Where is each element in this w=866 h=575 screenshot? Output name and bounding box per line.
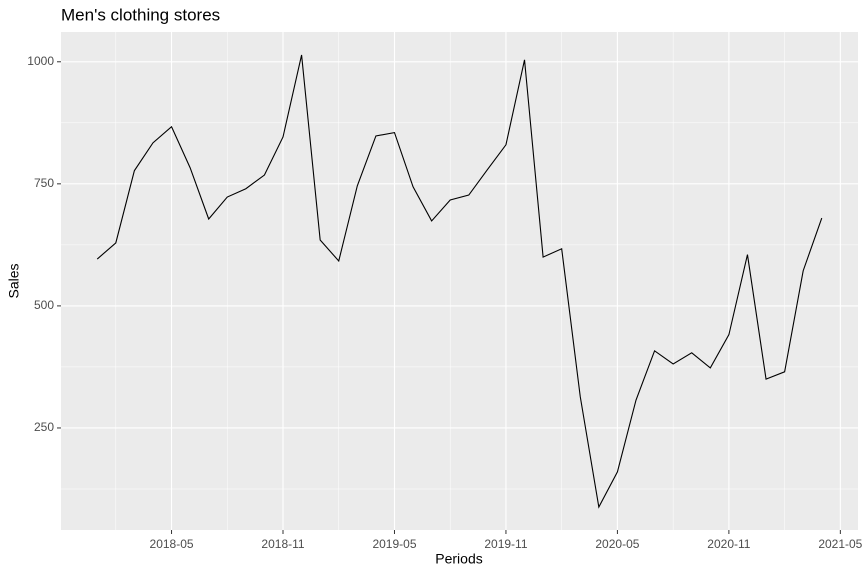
x-tick-label: 2019-05	[372, 537, 416, 551]
y-tick-label: 500	[34, 298, 54, 312]
panel-background	[61, 32, 858, 530]
x-tick-label: 2020-11	[707, 537, 750, 551]
y-axis-title: Sales	[6, 263, 22, 298]
line	[96, 54, 823, 509]
x-tick-label: 2018-05	[150, 537, 194, 551]
x-tick-label: 2018-11	[261, 537, 304, 551]
y-tick-label: 750	[34, 176, 54, 190]
x-axis-title: Periods	[435, 551, 482, 567]
chart-title: Men's clothing stores	[61, 5, 220, 24]
y-tick-label: 1000	[27, 54, 54, 68]
x-tick-label: 2020-05	[595, 537, 639, 551]
x-tick-label: 2019-11	[484, 537, 527, 551]
y-tick-label: 250	[34, 420, 54, 434]
x-tick-label: 2021-05	[818, 537, 862, 551]
